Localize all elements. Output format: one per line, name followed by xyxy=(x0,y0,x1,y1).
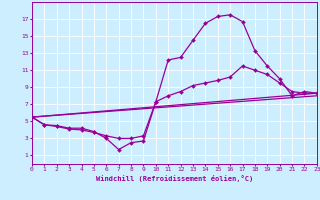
X-axis label: Windchill (Refroidissement éolien,°C): Windchill (Refroidissement éolien,°C) xyxy=(96,175,253,182)
